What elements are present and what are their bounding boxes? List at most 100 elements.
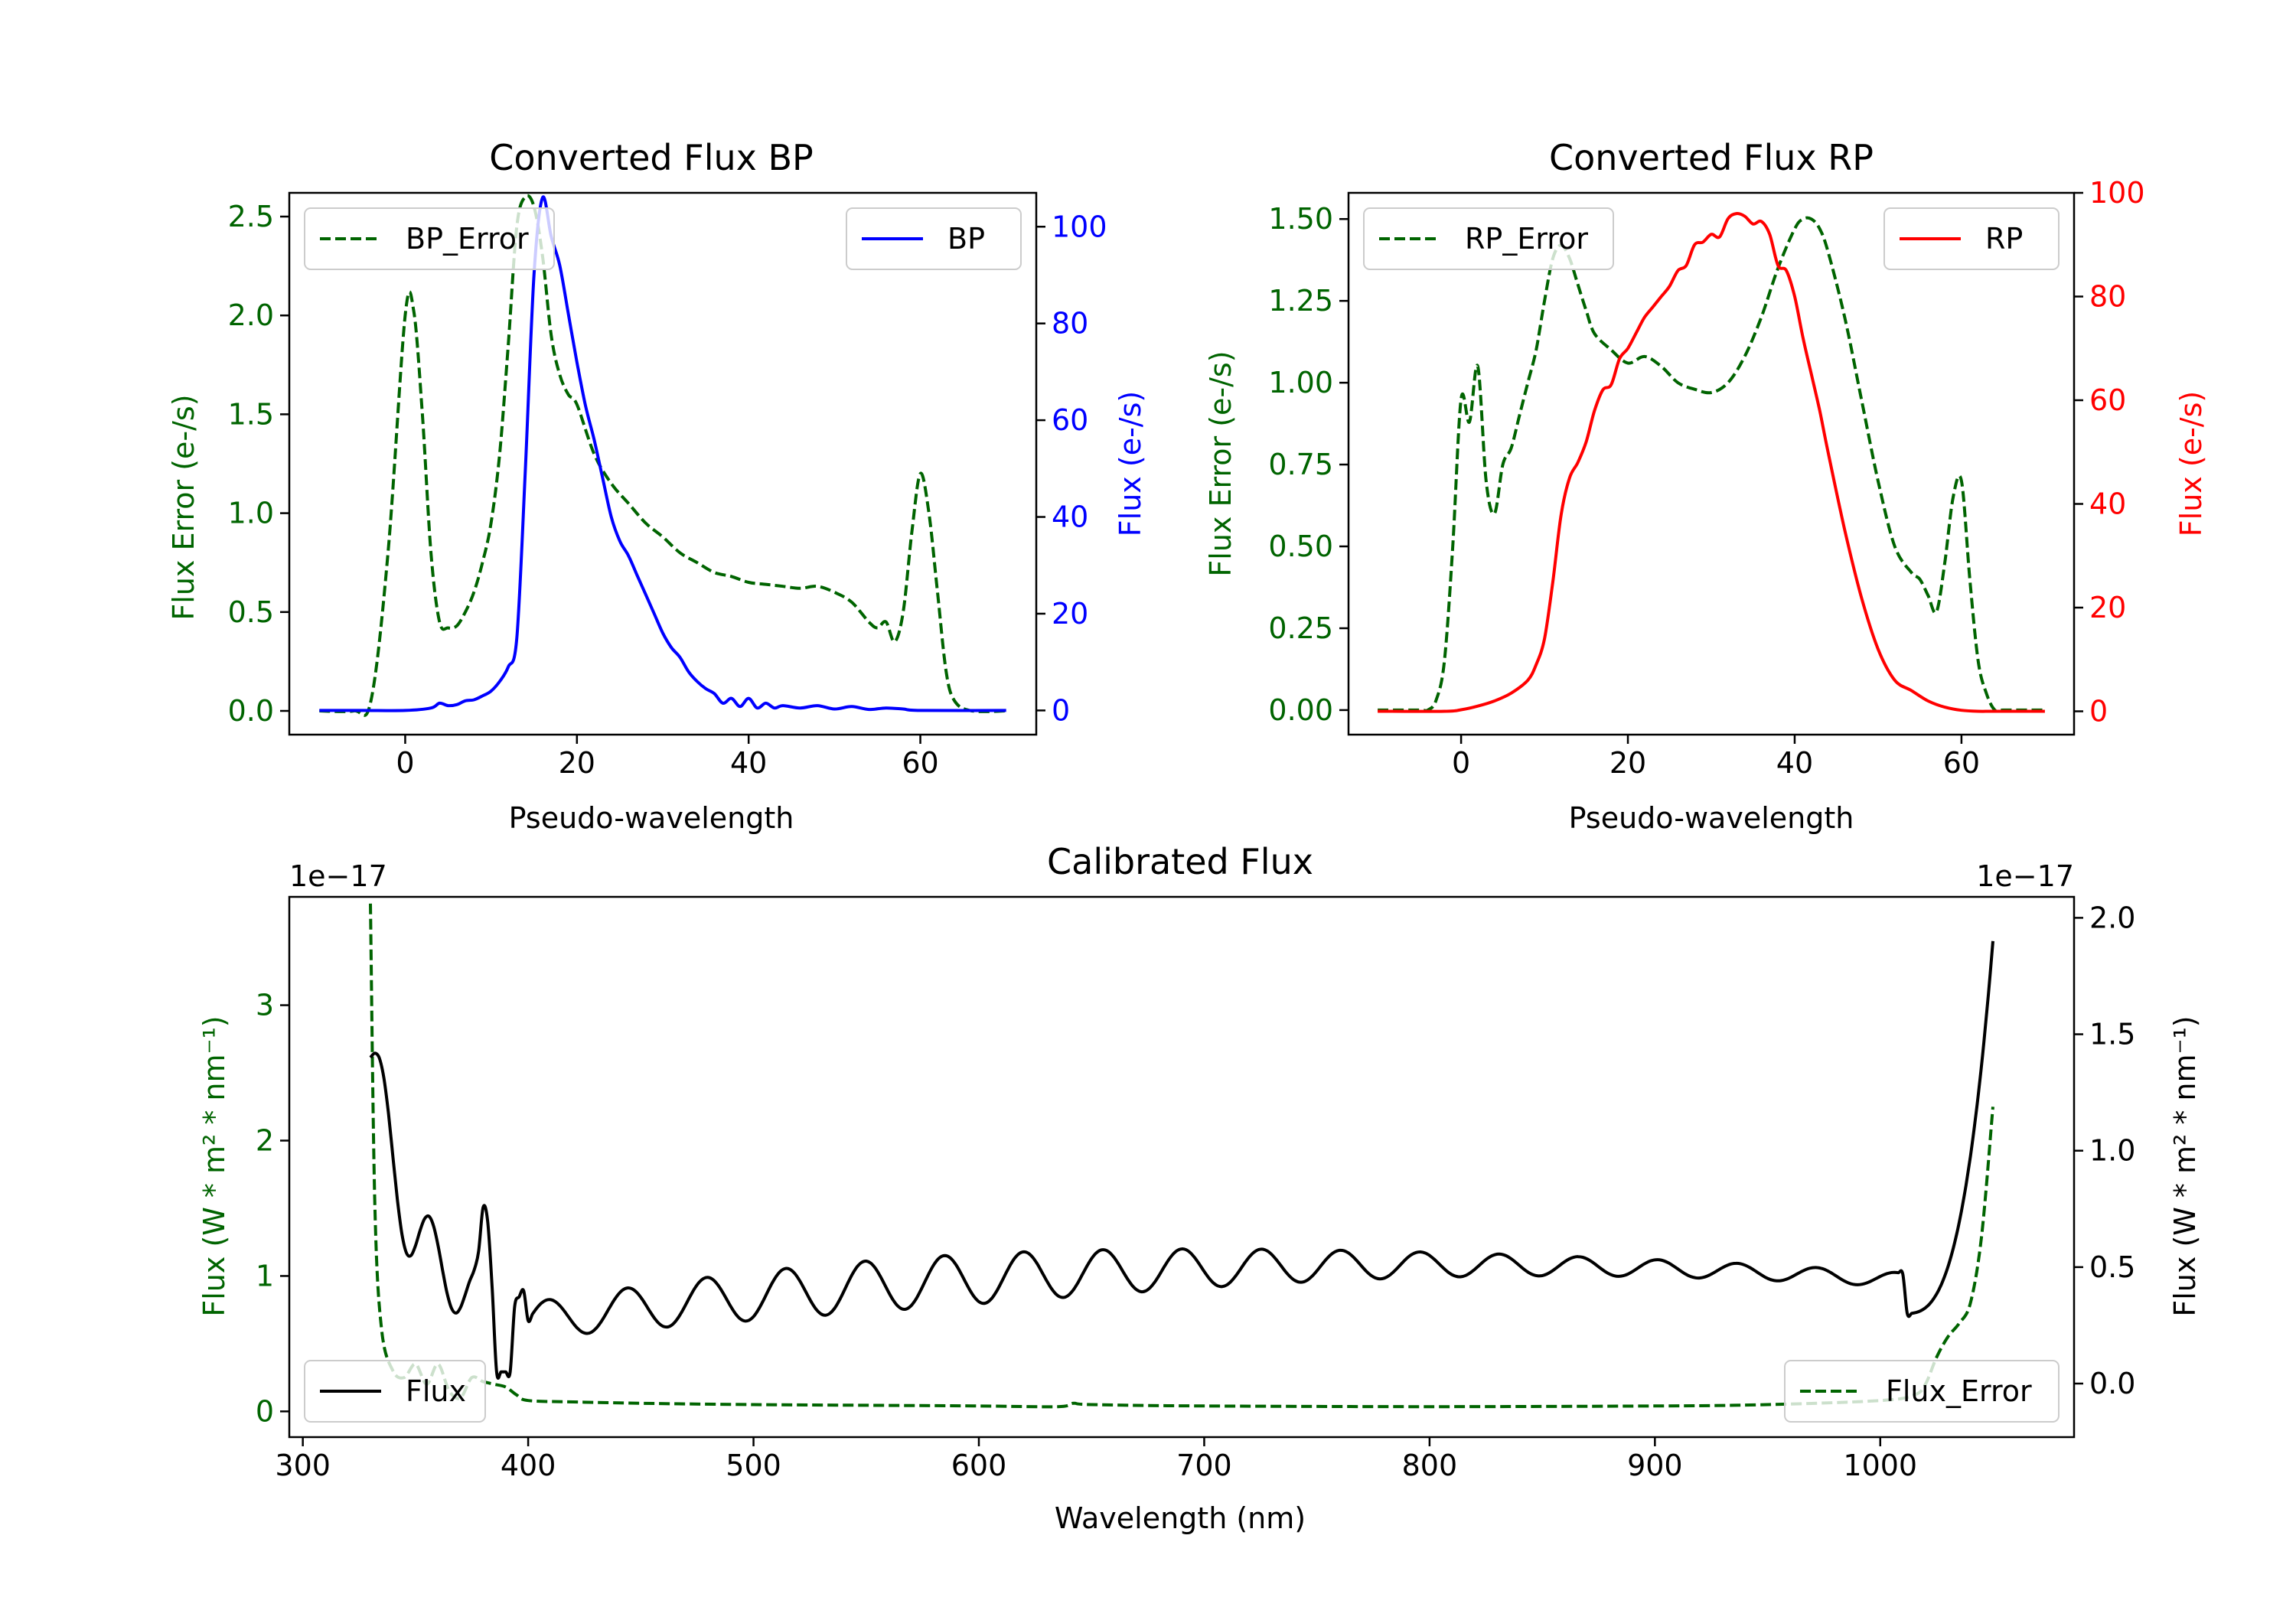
bp-right-ylabel: Flux (e-/s)	[1114, 391, 1147, 536]
rp-right-tick-label: 100	[2089, 176, 2145, 210]
rp-xlabel: Pseudo-wavelength	[1569, 801, 1854, 835]
cal-xtick-label: 800	[1402, 1449, 1458, 1482]
cal-xtick-label: 700	[1176, 1449, 1232, 1482]
bp-legend-flux-label: BP	[947, 222, 985, 256]
cal-xticks: 300 400 500 600 700 800 900 1000	[275, 1437, 1917, 1482]
rp-legend-right-box	[1883, 207, 2060, 270]
rp-left-tick-label: 1.00	[1268, 366, 1333, 399]
rp-left-tick-label: 1.25	[1268, 284, 1333, 318]
rp-error-series-line	[1378, 216, 2045, 713]
cal-panel: Calibrated Flux Wavelength (nm) 1e−17 1e…	[197, 841, 2202, 1535]
rp-left-tick-label: 0.75	[1268, 448, 1333, 481]
bp-legend-left-box	[304, 207, 555, 270]
bp-legend-right: BP	[846, 207, 1022, 270]
rp-right-ticks: 0 20 40 60 80 100	[2074, 176, 2145, 729]
bp-xtick-label: 60	[902, 746, 938, 780]
rp-legend-left: RP_Error	[1363, 207, 1614, 270]
cal-left-ylabel: Flux (W * m² * nm⁻¹)	[197, 1015, 231, 1316]
bp-title: Converted Flux BP	[489, 137, 814, 178]
bp-right-tick-label: 80	[1052, 307, 1088, 341]
cal-right-tick-label: 0.5	[2089, 1250, 2135, 1284]
bp-xtick-label: 20	[559, 746, 595, 780]
cal-right-offset-label: 1e−17	[1976, 859, 2074, 893]
bp-legend-right-box	[846, 207, 1022, 270]
bp-right-tick-label: 0	[1052, 693, 1070, 727]
rp-axes-frame	[1347, 191, 2076, 736]
cal-axes-frame	[288, 895, 2076, 1439]
bp-right-ticks: 0 20 40 60 80 100	[1036, 210, 1107, 727]
cal-left-tick-label: 0	[256, 1394, 274, 1428]
cal-right-tick-label: 1.0	[2089, 1134, 2135, 1168]
cal-legend-error-label: Flux_Error	[1886, 1374, 2032, 1408]
cal-right-tick-label: 1.5	[2089, 1018, 2135, 1051]
bp-xtick-label: 40	[730, 746, 767, 780]
cal-left-ticks: 0 1 2 3	[256, 989, 289, 1428]
bp-left-ylabel: Flux Error (e-/s)	[167, 394, 201, 620]
rp-right-tick-label: 20	[2089, 591, 2126, 624]
rp-xticks: 0 20 40 60	[1452, 735, 1980, 780]
rp-legend-flux-label: RP	[1985, 222, 2023, 256]
cal-xtick-label: 900	[1627, 1449, 1683, 1482]
cal-legend-flux-label: Flux	[406, 1374, 466, 1408]
cal-legend-left-box	[304, 1360, 486, 1423]
cal-flux-series-line	[369, 940, 1994, 1380]
rp-left-tick-label: 0.25	[1268, 611, 1333, 645]
cal-right-ylabel: Flux (W * m² * nm⁻¹)	[2168, 1015, 2202, 1316]
cal-legend-left: Flux	[304, 1360, 486, 1423]
bp-axes-frame	[288, 191, 1038, 736]
cal-xtick-label: 400	[501, 1449, 556, 1482]
rp-panel: Converted Flux RP Pseudo-wavelength Flux…	[1204, 137, 2208, 835]
bp-plot-area	[319, 194, 1006, 717]
bp-left-tick-label: 0.0	[228, 694, 274, 728]
cal-legend-right-box	[1784, 1360, 2060, 1423]
rp-legend-right: RP	[1883, 207, 2060, 270]
bp-xlabel: Pseudo-wavelength	[509, 801, 794, 835]
cal-right-tick-label: 2.0	[2089, 901, 2135, 934]
bp-right-tick-label: 100	[1052, 210, 1107, 243]
bp-flux-series-line	[319, 195, 1006, 712]
bp-right-tick-label: 60	[1052, 403, 1088, 437]
cal-left-offset-label: 1e−17	[289, 859, 387, 893]
rp-left-tick-label: 0.50	[1268, 530, 1333, 563]
rp-left-tick-label: 0.00	[1268, 693, 1333, 727]
bp-left-ticks: 0.0 0.5 1.0 1.5 2.0 2.5	[228, 200, 289, 728]
cal-title: Calibrated Flux	[1047, 841, 1313, 882]
rp-left-tick-label: 1.50	[1268, 202, 1333, 236]
cal-xlabel: Wavelength (nm)	[1055, 1501, 1306, 1535]
cal-right-tick-label: 0.0	[2089, 1367, 2135, 1400]
cal-legend-right: Flux_Error	[1784, 1360, 2060, 1423]
cal-xtick-label: 300	[275, 1449, 331, 1482]
rp-right-ylabel: Flux (e-/s)	[2174, 391, 2208, 536]
bp-right-tick-label: 40	[1052, 500, 1088, 534]
bp-left-tick-label: 0.5	[228, 595, 274, 629]
rp-left-ylabel: Flux Error (e-/s)	[1204, 350, 1238, 576]
bp-left-tick-label: 2.0	[228, 298, 274, 332]
rp-xtick-label: 60	[1943, 746, 1980, 780]
bp-xticks: 0 20 40 60	[396, 735, 939, 780]
rp-right-tick-label: 40	[2089, 487, 2126, 521]
bp-right-tick-label: 20	[1052, 597, 1088, 631]
cal-left-tick-label: 3	[256, 989, 274, 1022]
rp-legend-left-box	[1363, 207, 1614, 270]
cal-right-ticks: 0.0 0.5 1.0 1.5 2.0	[2074, 901, 2135, 1400]
bp-error-series-line	[319, 194, 1006, 717]
bp-xtick-label: 0	[396, 746, 414, 780]
cal-left-tick-label: 2	[256, 1123, 274, 1157]
rp-left-ticks: 0.00 0.25 0.50 0.75 1.00 1.25 1.50	[1268, 202, 1349, 727]
bp-panel: Converted Flux BP Pseudo-wavelength Flux…	[167, 137, 1147, 835]
rp-title: Converted Flux RP	[1549, 137, 1874, 178]
bp-legend-error-label: BP_Error	[406, 222, 529, 256]
rp-flux-series-line	[1378, 211, 2045, 713]
rp-right-tick-label: 0	[2089, 695, 2108, 729]
rp-right-tick-label: 60	[2089, 383, 2126, 417]
cal-xtick-label: 1000	[1843, 1449, 1917, 1482]
bp-left-tick-label: 1.5	[228, 397, 274, 431]
rp-xtick-label: 0	[1452, 746, 1470, 780]
cal-left-tick-label: 1	[256, 1259, 274, 1292]
bp-left-tick-label: 1.0	[228, 497, 274, 530]
rp-xtick-label: 40	[1776, 746, 1813, 780]
bp-left-tick-label: 2.5	[228, 200, 274, 233]
cal-xtick-label: 500	[726, 1449, 781, 1482]
rp-right-tick-label: 80	[2089, 280, 2126, 314]
